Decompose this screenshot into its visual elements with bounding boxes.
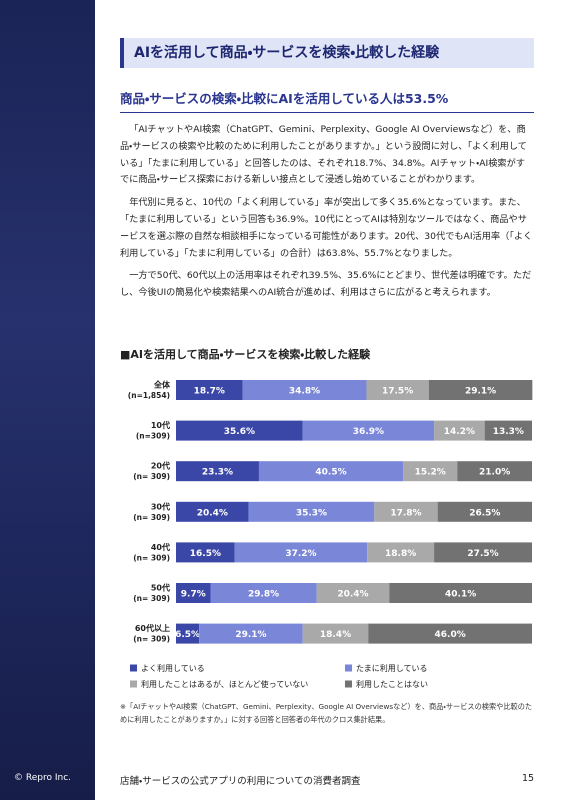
- legend-swatch: [345, 680, 352, 688]
- bar-segment: [210, 583, 317, 603]
- value-label: 46.0%: [435, 630, 466, 640]
- value-label: 6.5%: [175, 630, 200, 640]
- value-label: 23.3%: [202, 468, 233, 478]
- category-note: (n=309): [136, 432, 170, 441]
- heading: 商品・サービスの検索・比較にAIを活用している人は53.5%: [120, 88, 534, 113]
- category-note: (n=1,854): [128, 391, 170, 400]
- copyright: © Repro Inc.: [14, 773, 71, 783]
- bar-segment: [176, 623, 200, 644]
- value-label: 16.5%: [190, 549, 221, 559]
- category-note: (n= 309): [133, 472, 170, 481]
- bar-segment: [258, 461, 404, 482]
- body-text: 「AIチャットやAI検索（ChatGPT、Gemini、Perplexity、G…: [120, 122, 534, 308]
- bar-segment: [176, 461, 259, 482]
- paragraph: 年代別に見ると、10代の「よく利用している」率が突出して多く35.6%となってい…: [120, 197, 533, 259]
- legend-label: 利用したことはあるが、ほとんど使っていない: [141, 679, 308, 689]
- bar-segment: [437, 501, 532, 522]
- category-label: 60代以上: [135, 623, 170, 633]
- legend-swatch: [130, 664, 137, 672]
- category-note: (n= 309): [133, 553, 170, 562]
- category-label: 40代: [151, 542, 170, 552]
- bar-segment: [316, 583, 390, 603]
- value-label: 34.8%: [289, 387, 320, 397]
- value-label: 21.0%: [479, 468, 510, 478]
- value-label: 20.4%: [197, 508, 228, 518]
- value-label: 36.9%: [353, 427, 384, 437]
- category-note: (n= 309): [133, 594, 170, 603]
- section-title: AIを活用して商品・サービスを検索・比較した経験: [120, 38, 534, 68]
- bar-segment: [199, 623, 303, 644]
- bar-segment: [176, 583, 211, 603]
- value-label: 35.6%: [224, 427, 255, 437]
- value-label: 35.3%: [296, 508, 327, 518]
- footer-title: 店舗・サービスの公式アプリの利用についての消費者調査: [120, 776, 361, 787]
- category-note: (n= 309): [133, 513, 170, 522]
- bar-segment: [484, 420, 532, 441]
- bar-segment: [457, 461, 532, 482]
- bar-segment: [176, 420, 303, 441]
- value-label: 15.2%: [415, 468, 446, 478]
- bar-segment: [434, 542, 532, 563]
- legend-swatch: [345, 664, 352, 672]
- value-label: 29.1%: [235, 630, 266, 640]
- bar-segment: [242, 380, 367, 400]
- bar-segment: [367, 542, 435, 563]
- sidebar: © Repro Inc.: [0, 0, 95, 800]
- legend-label: たまに利用している: [356, 663, 428, 673]
- value-label: 26.5%: [469, 508, 500, 518]
- legend-label: 利用したことはない: [356, 679, 428, 689]
- bar-segment: [176, 501, 249, 522]
- chart-title: ■AIを活用して商品・サービスを検索・比較した経験: [120, 347, 371, 361]
- value-label: 17.5%: [382, 387, 413, 397]
- chart: ■AIを活用して商品・サービスを検索・比較した経験 全体(n=1,854) 18.…: [120, 347, 533, 689]
- category-label: 50代: [151, 583, 170, 593]
- bar-segment: [389, 583, 532, 603]
- value-label: 17.8%: [390, 508, 421, 518]
- value-label: 40.5%: [315, 468, 346, 478]
- value-label: 18.7%: [194, 387, 225, 397]
- footnote: ※「AIチャットやAI検索（ChatGPT、Gemini、Perplexity、…: [120, 702, 533, 724]
- paragraph: 「AIチャットやAI検索（ChatGPT、Gemini、Perplexity、G…: [120, 124, 527, 186]
- bar-segment: [234, 542, 368, 563]
- bar-segment: [428, 380, 533, 400]
- bar-segment: [434, 420, 485, 441]
- category-label: 10代: [151, 420, 170, 430]
- value-label: 9.7%: [181, 590, 206, 600]
- category-label: 全体: [153, 380, 171, 390]
- value-label: 37.2%: [285, 549, 316, 559]
- value-label: 13.3%: [493, 427, 524, 437]
- legend-swatch: [130, 680, 137, 688]
- category-note: (n= 309): [133, 635, 170, 644]
- value-label: 14.2%: [444, 427, 475, 437]
- value-label: 40.1%: [445, 590, 476, 600]
- bar-segment: [403, 461, 458, 482]
- bar-segment: [374, 501, 438, 522]
- category-label: 30代: [151, 501, 170, 511]
- value-label: 27.5%: [467, 549, 498, 559]
- bar-segment: [302, 623, 369, 644]
- category-label: 20代: [151, 461, 170, 471]
- bar-segment: [368, 623, 532, 644]
- value-label: 18.8%: [385, 549, 416, 559]
- value-label: 20.4%: [337, 590, 368, 600]
- bar-segment: [248, 501, 375, 522]
- legend-label: よく利用している: [141, 663, 205, 673]
- bar-segment: [176, 380, 243, 400]
- paragraph: 一方で50代、60代以上の活用率はそれぞれ39.5%、35.6%にとどまり、世代…: [120, 270, 532, 299]
- bar-segment: [366, 380, 429, 400]
- value-label: 18.4%: [320, 630, 351, 640]
- bar-segment: [302, 420, 435, 441]
- value-label: 29.1%: [465, 387, 496, 397]
- value-label: 29.8%: [248, 590, 279, 600]
- page-number: 15: [522, 773, 535, 784]
- bar-segment: [176, 542, 235, 563]
